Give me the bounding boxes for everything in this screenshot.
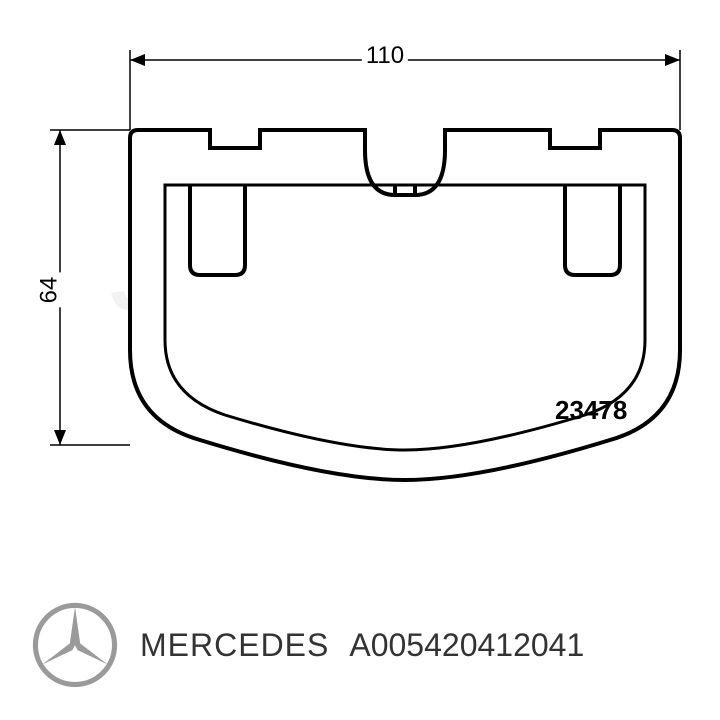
- part-reference-number: 23478: [555, 395, 627, 426]
- mercedes-logo-icon: [30, 600, 120, 690]
- footer-bar: MERCEDES A005420412041: [0, 570, 720, 720]
- part-code: A005420412041: [349, 627, 584, 664]
- width-dimension-label: 110: [362, 42, 408, 70]
- drawing-canvas: Japanparts: [0, 0, 720, 560]
- brake-pad-outline: [0, 0, 720, 560]
- brand-name: MERCEDES: [140, 627, 329, 664]
- height-dimension-label: 64: [35, 273, 63, 308]
